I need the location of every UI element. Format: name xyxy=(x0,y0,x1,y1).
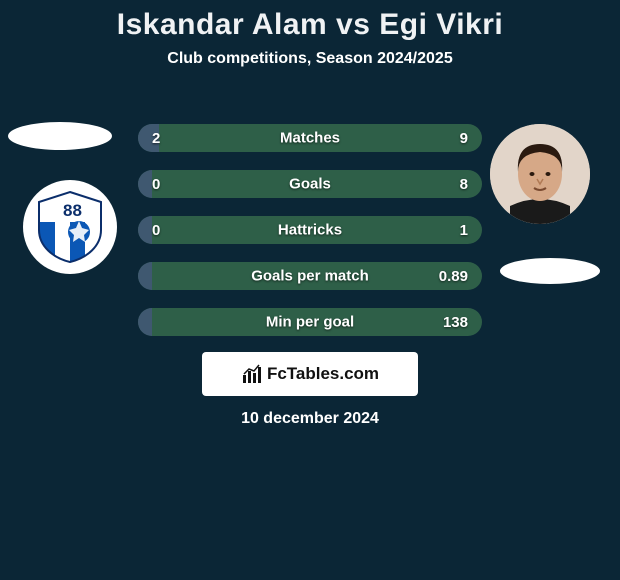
date-text: 10 december 2024 xyxy=(0,410,620,428)
stat-row: 138Min per goal xyxy=(138,308,482,336)
right-player-avatar xyxy=(490,124,590,224)
stat-row: 0.89Goals per match xyxy=(138,262,482,290)
avatar-face-icon xyxy=(490,124,590,224)
stat-label: Goals per match xyxy=(138,268,482,285)
club-badge-icon: 88 xyxy=(31,188,109,266)
stats-panel: 29Matches 08Goals 01Hattricks 0.89Goals per… xyxy=(138,124,482,354)
left-club-badge: 88 xyxy=(23,180,117,274)
stat-label: Goals xyxy=(138,176,482,193)
stat-label: Hattricks xyxy=(138,222,482,239)
branding-text: FcTables.com xyxy=(267,364,379,384)
right-ellipse-placeholder xyxy=(500,258,600,284)
svg-text:88: 88 xyxy=(63,201,82,220)
stat-row: 01Hattricks xyxy=(138,216,482,244)
branding-box: FcTables.com xyxy=(202,352,418,396)
page-title: Iskandar Alam vs Egi Vikri xyxy=(0,0,620,42)
branding-chart-icon xyxy=(241,363,263,385)
left-ellipse-placeholder xyxy=(8,122,112,150)
stat-row: 29Matches xyxy=(138,124,482,152)
stat-label: Min per goal xyxy=(138,314,482,331)
stat-row: 08Goals xyxy=(138,170,482,198)
subtitle: Club competitions, Season 2024/2025 xyxy=(0,50,620,68)
stat-label: Matches xyxy=(138,130,482,147)
